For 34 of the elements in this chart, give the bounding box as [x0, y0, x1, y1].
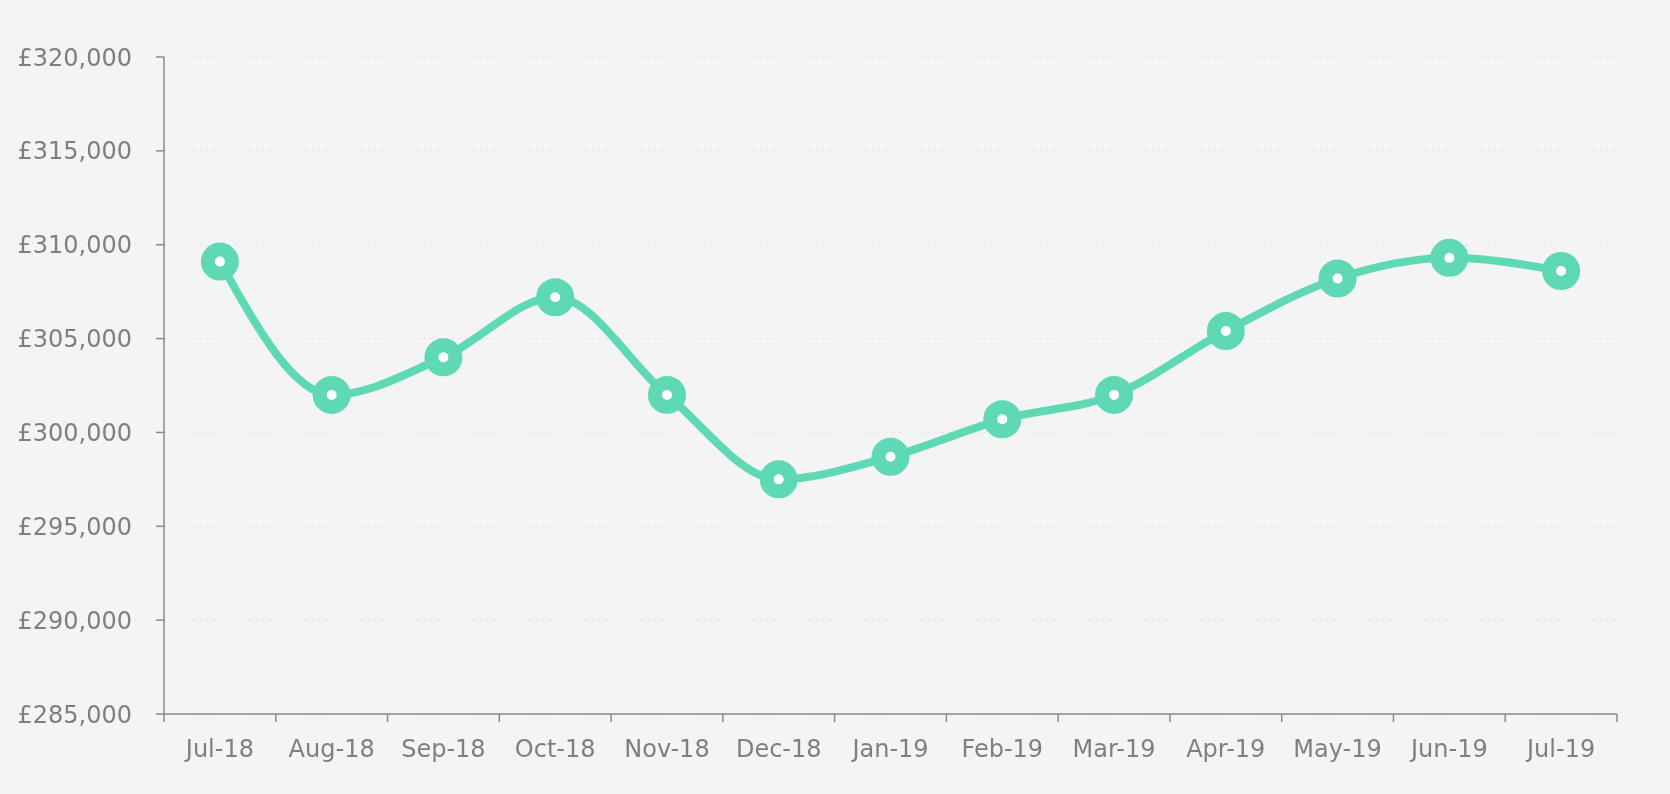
- point: [1318, 259, 1357, 298]
- point: [983, 400, 1022, 439]
- point: [1542, 251, 1581, 290]
- y-tick-label: £320,000: [17, 43, 132, 72]
- point: [312, 375, 351, 414]
- x-tick-label: Dec-18: [735, 735, 822, 763]
- x-tick-label: Jan-19: [850, 735, 929, 763]
- point: [1206, 312, 1245, 351]
- x-tick-label: Jun-19: [1408, 735, 1488, 763]
- point: [871, 437, 910, 476]
- point: [1095, 375, 1134, 414]
- point: [536, 278, 575, 317]
- point: [424, 338, 463, 377]
- point: [759, 460, 798, 499]
- x-tick-label: May-19: [1293, 735, 1382, 763]
- point: [200, 242, 239, 281]
- x-tick-label: Sep-18: [401, 735, 486, 763]
- x-tick-label: Nov-18: [624, 735, 710, 763]
- y-tick-label: £310,000: [17, 231, 132, 260]
- point: [647, 375, 686, 414]
- point: [1430, 238, 1469, 277]
- y-tick-label: £305,000: [17, 325, 132, 354]
- x-tick-label: Jul-19: [1525, 735, 1596, 763]
- y-tick-label: £290,000: [17, 606, 132, 635]
- y-tick-label: £300,000: [17, 418, 132, 447]
- x-tick-label: Jul-18: [183, 735, 254, 763]
- y-tick-label: £295,000: [17, 512, 132, 541]
- y-tick-label: £285,000: [17, 700, 132, 729]
- x-tick-label: Mar-19: [1072, 735, 1156, 763]
- x-tick-label: Oct-18: [514, 735, 596, 763]
- x-tick-label: Aug-18: [288, 735, 375, 763]
- x-tick-label: Apr-19: [1186, 735, 1266, 763]
- x-tick-label: Feb-19: [961, 735, 1044, 763]
- y-tick-label: £315,000: [17, 137, 132, 166]
